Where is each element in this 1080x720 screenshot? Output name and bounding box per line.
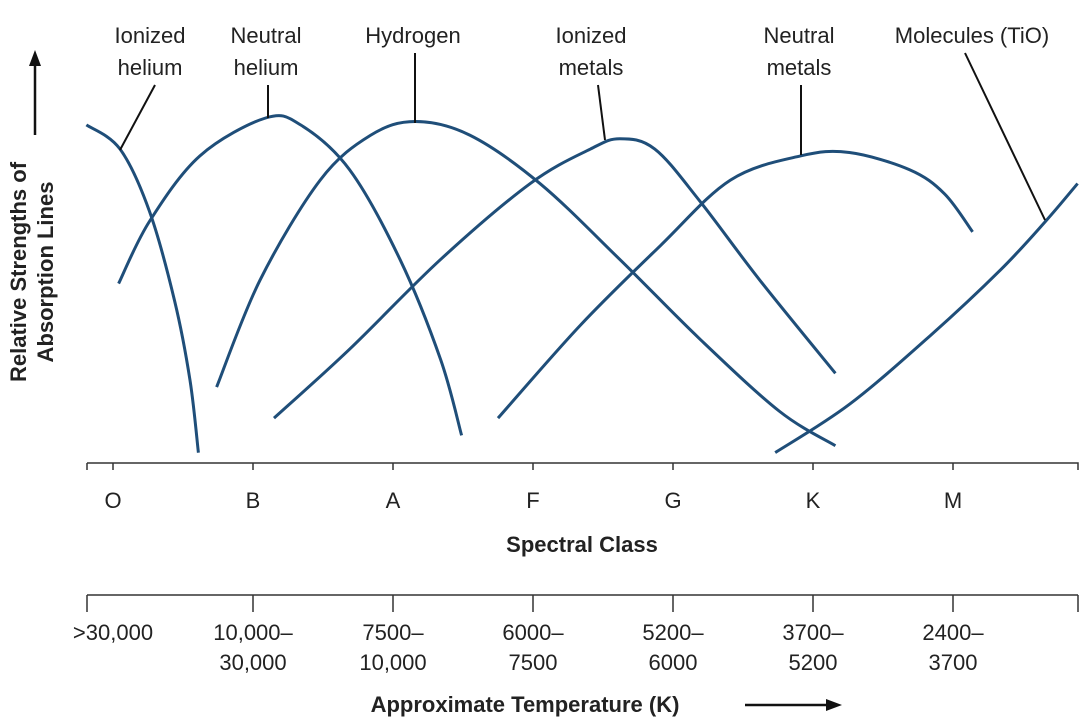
temperature-label: 7500 bbox=[509, 650, 558, 675]
series-label-line: metals bbox=[559, 55, 624, 80]
temperature-label: 5200 bbox=[789, 650, 838, 675]
curve-molecules-tio bbox=[774, 182, 1079, 454]
temperature-label: 10,000– bbox=[213, 620, 293, 645]
tick-label-F: F bbox=[526, 488, 539, 513]
temperature-label: 10,000 bbox=[359, 650, 426, 675]
temperature-labels: >30,000 10,000– 30,000 7500– 10,000 6000– 7500… bbox=[73, 620, 984, 675]
series-label: Molecules (TiO) bbox=[895, 23, 1049, 221]
temperature-label: >30,000 bbox=[73, 620, 153, 645]
y-axis-title-line1: Relative Strengths of bbox=[6, 161, 31, 382]
series-label-line: Neutral bbox=[764, 23, 835, 48]
series-label-line: Ionized bbox=[115, 23, 186, 48]
series-label-line: Molecules (TiO) bbox=[895, 23, 1049, 48]
curve-hydrogen bbox=[215, 119, 837, 448]
y-axis-title-line2: Absorption Lines bbox=[33, 182, 58, 363]
tick-label-B: B bbox=[246, 488, 261, 513]
series-label-line: Hydrogen bbox=[365, 23, 460, 48]
temperature-label: 3700– bbox=[782, 620, 844, 645]
series-label-line: Ionized bbox=[556, 23, 627, 48]
temperature-axis-title: Approximate Temperature (K) bbox=[371, 692, 680, 717]
tick-label-G: G bbox=[664, 488, 681, 513]
temperature-label: 5200– bbox=[642, 620, 704, 645]
series-label: Ionized metals bbox=[556, 23, 627, 141]
curve-neutral-helium bbox=[117, 114, 464, 436]
leader-line bbox=[119, 84, 156, 151]
series-label: Neutral helium bbox=[231, 23, 302, 118]
temperature-axis bbox=[86, 594, 1079, 612]
tick-label-K: K bbox=[806, 488, 821, 513]
temperature-label: 3700 bbox=[929, 650, 978, 675]
series-label: Neutral metals bbox=[764, 23, 835, 155]
temperature-label: 6000– bbox=[502, 620, 564, 645]
y-arrow-icon bbox=[29, 50, 41, 135]
curve-ionized-metals bbox=[272, 137, 837, 420]
series-label: Hydrogen bbox=[365, 23, 461, 123]
y-axis-title: Relative Strengths of Absorption Lines bbox=[6, 161, 58, 382]
tick-label-M: M bbox=[944, 488, 962, 513]
series-labels: Ionized helium Neutral helium Hydrogen Ionize… bbox=[115, 23, 1049, 221]
leader-line bbox=[964, 52, 1046, 221]
series-label: Ionized helium bbox=[115, 23, 186, 151]
temperature-label: 2400– bbox=[922, 620, 984, 645]
series-label-line: Neutral bbox=[231, 23, 302, 48]
temperature-label: 30,000 bbox=[219, 650, 286, 675]
tick-label-O: O bbox=[104, 488, 121, 513]
series-label-line: helium bbox=[118, 55, 183, 80]
tick-label-A: A bbox=[386, 488, 401, 513]
curve-neutral-metals bbox=[496, 149, 974, 420]
temperature-arrow-icon bbox=[745, 699, 842, 711]
series-label-line: metals bbox=[767, 55, 832, 80]
x-axis bbox=[86, 462, 1079, 470]
temperature-label: 6000 bbox=[649, 650, 698, 675]
leader-line bbox=[597, 84, 606, 141]
x-axis-title: Spectral Class bbox=[506, 532, 658, 557]
temperature-label: 7500– bbox=[362, 620, 424, 645]
series-label-line: helium bbox=[234, 55, 299, 80]
curves bbox=[85, 114, 1079, 454]
